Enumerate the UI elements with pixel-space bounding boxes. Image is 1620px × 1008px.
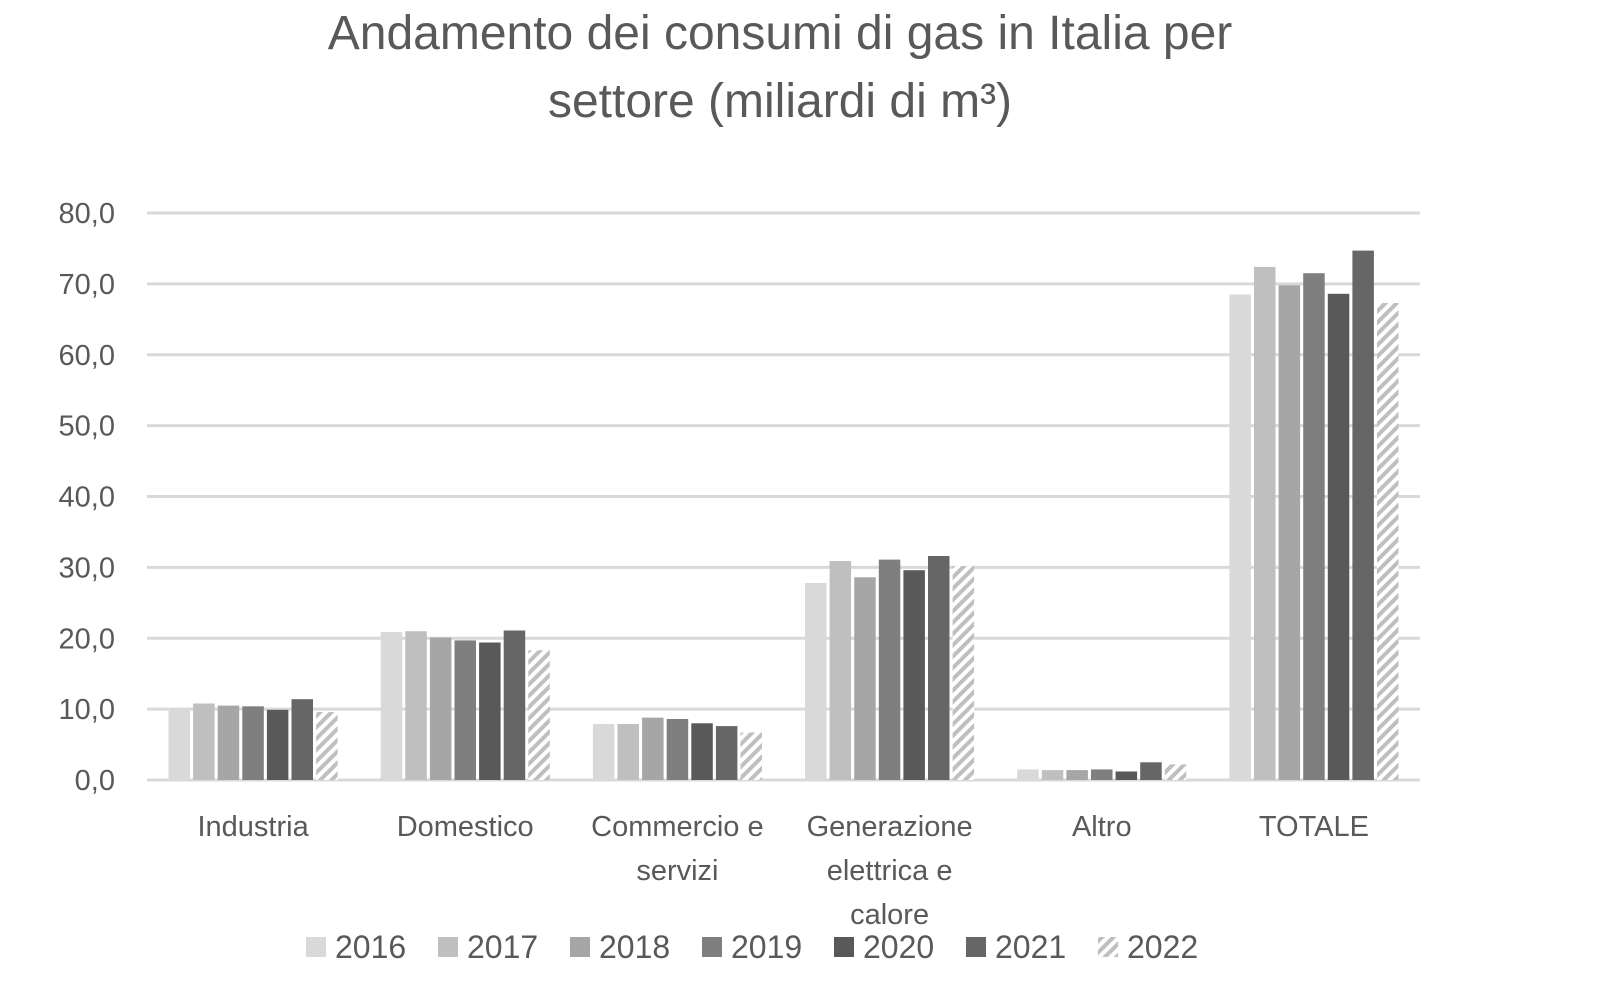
bar-2019 (242, 706, 264, 780)
y-tick-label: 70,0 (59, 269, 115, 301)
bar-2018 (1278, 285, 1301, 780)
bar-2021 (928, 556, 950, 780)
bar-2021 (291, 699, 313, 780)
bar-2020 (1327, 293, 1350, 780)
bar-2022 (528, 650, 550, 780)
bar-2016 (380, 631, 403, 780)
y-tick-label: 80,0 (59, 198, 115, 230)
legend-swatch-2017 (438, 937, 458, 957)
bar-2016 (1017, 769, 1039, 780)
category-label: Industria (197, 811, 309, 843)
category-label: servizi (636, 855, 718, 887)
bars (168, 250, 1399, 781)
legend-label: 2017 (467, 929, 538, 965)
bar-2022 (1377, 303, 1399, 780)
bar-2018 (1066, 770, 1088, 780)
bar-2021 (715, 726, 738, 780)
bar-2020 (1115, 771, 1138, 780)
y-tick-label: 40,0 (59, 482, 115, 514)
x-axis-category-labels: Industria Domestico Commercio e servizi Gene… (197, 811, 1368, 931)
bar-2018 (854, 577, 876, 780)
y-axis-tick-labels: 0,0 10,0 20,0 30,0 40,0 50,0 60,0 70,0 80,0 (59, 198, 115, 797)
bar-2021 (1140, 762, 1162, 780)
chart-title-line-2: settore (miliardi di m³) (547, 75, 1013, 128)
bar-2019 (878, 559, 901, 780)
category-label: Altro (1072, 811, 1132, 843)
bar-2018 (642, 717, 664, 780)
legend-swatch-2016 (306, 937, 326, 957)
legend-label: 2016 (335, 929, 406, 965)
legend-label: 2020 (863, 929, 934, 965)
bar-2022 (316, 712, 338, 780)
bar-chart: 0,0 10,0 20,0 30,0 40,0 50,0 60,0 70,0 80,0 Indu… (59, 198, 1420, 965)
y-tick-label: 0,0 (75, 765, 115, 797)
category-label: Domestico (397, 811, 534, 843)
bar-2022 (952, 566, 975, 780)
y-tick-label: 30,0 (59, 552, 115, 584)
bar-2020 (479, 642, 501, 780)
gridlines (147, 211, 1420, 782)
bar-2016 (592, 724, 615, 780)
bar-2017 (829, 561, 852, 780)
legend-swatch-2022 (1098, 937, 1118, 957)
bar-2016 (1229, 294, 1251, 780)
legend: 2016 2017 2018 2019 2020 2021 2022 (306, 929, 1198, 965)
bar-2019 (1303, 273, 1325, 780)
category-label: calore (850, 899, 929, 931)
chart-title: Andamento dei consumi di gas in Italia p… (0, 0, 1560, 136)
bar-2020 (691, 723, 713, 780)
category-label: TOTALE (1259, 811, 1369, 843)
bar-2020 (903, 570, 925, 780)
bar-2018 (429, 637, 452, 780)
bar-2016 (805, 583, 827, 780)
bar-2017 (1041, 770, 1064, 780)
legend-swatch-2021 (966, 937, 986, 957)
y-tick-label: 20,0 (59, 623, 115, 655)
chart-title-line-1: Andamento dei consumi di gas in Italia p… (327, 7, 1233, 60)
bar-2017 (405, 631, 427, 780)
bar-2019 (454, 640, 476, 780)
legend-label: 2018 (599, 929, 670, 965)
bar-2019 (1091, 769, 1113, 780)
legend-label: 2019 (731, 929, 802, 965)
y-tick-label: 50,0 (59, 411, 115, 443)
bar-2021 (503, 630, 526, 780)
legend-swatch-2020 (834, 937, 854, 957)
category-label: Commercio e (591, 811, 763, 843)
legend-label: 2022 (1127, 929, 1198, 965)
bar-2020 (266, 709, 289, 780)
bar-2017 (617, 724, 639, 780)
category-label: Generazione (807, 811, 973, 843)
category-label: elettrica e (827, 855, 953, 887)
legend-swatch-2019 (702, 937, 722, 957)
y-tick-label: 60,0 (59, 340, 115, 372)
bar-2021 (1352, 250, 1374, 781)
bar-2017 (1254, 266, 1276, 780)
bar-2016 (168, 708, 190, 780)
bar-2022 (1164, 764, 1187, 780)
legend-label: 2021 (995, 929, 1066, 965)
bar-2019 (666, 719, 689, 780)
legend-swatch-2018 (570, 937, 590, 957)
bar-2018 (217, 705, 240, 780)
y-tick-label: 10,0 (59, 694, 115, 726)
bar-2022 (740, 732, 762, 780)
bar-2017 (193, 703, 215, 780)
